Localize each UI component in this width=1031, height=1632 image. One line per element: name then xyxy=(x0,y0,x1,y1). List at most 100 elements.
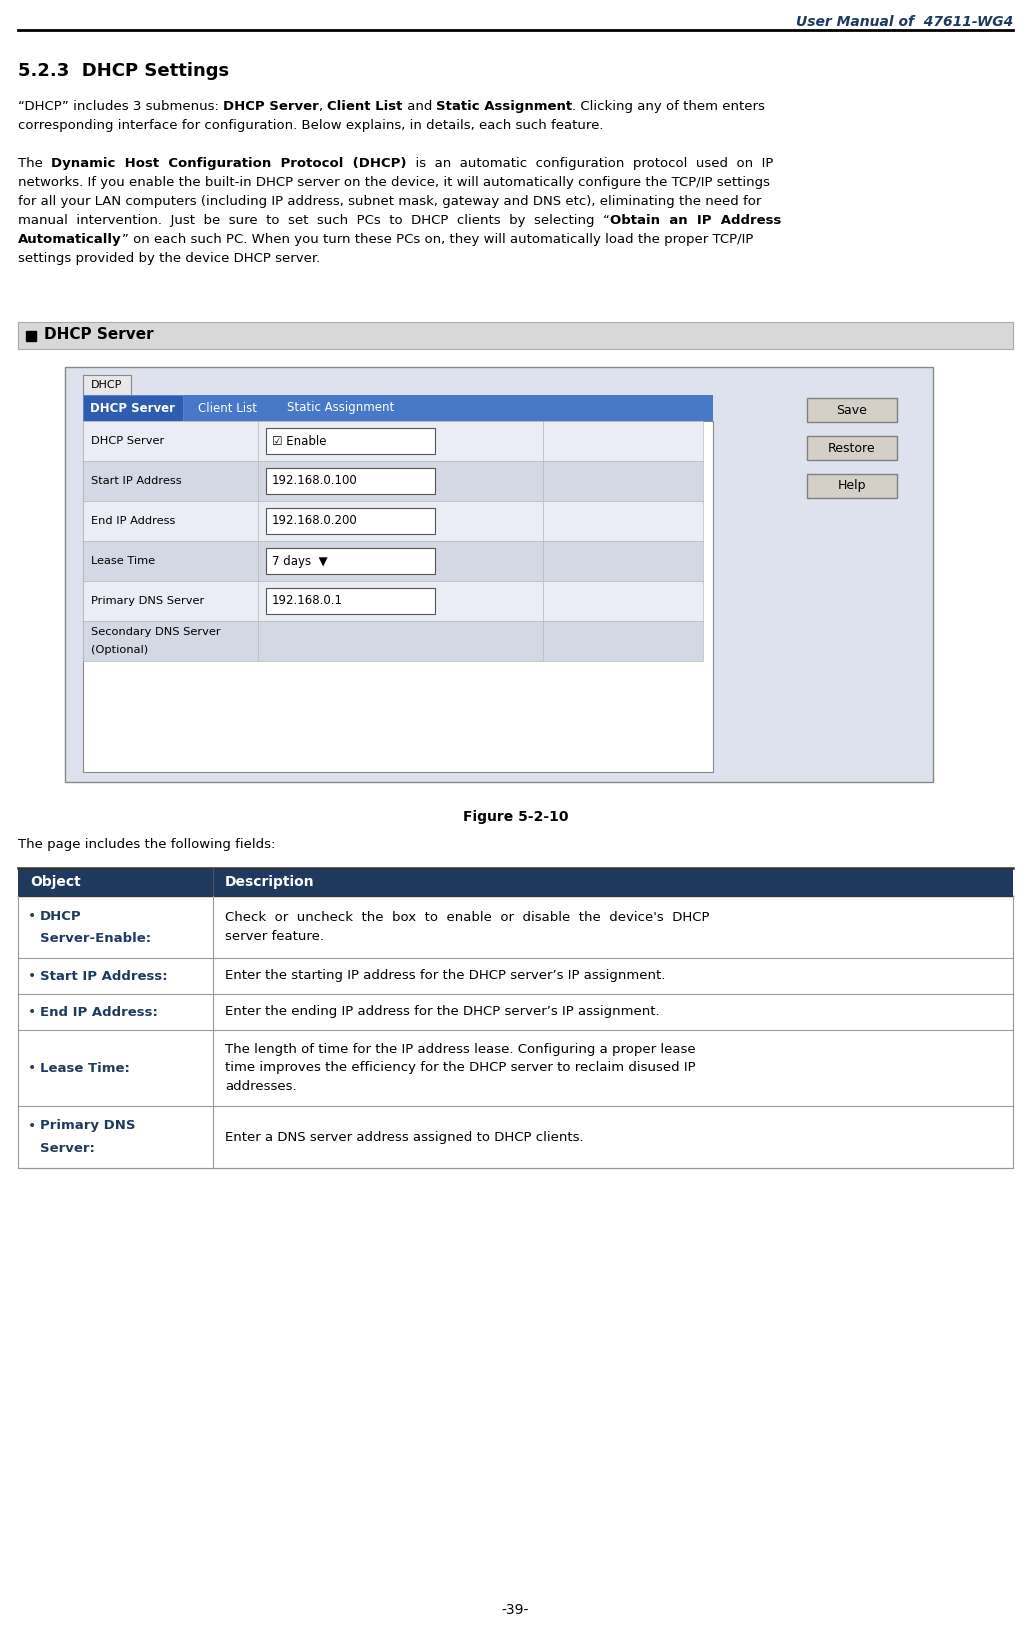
Bar xyxy=(18,322,1013,349)
Text: Figure 5-2-10: Figure 5-2-10 xyxy=(463,809,568,824)
Text: addresses.: addresses. xyxy=(225,1080,297,1093)
Bar xyxy=(84,395,713,421)
Bar xyxy=(543,421,703,460)
Text: server feature.: server feature. xyxy=(225,930,324,943)
Text: •: • xyxy=(28,969,36,982)
Text: Save: Save xyxy=(836,403,867,416)
Text: •: • xyxy=(28,909,36,924)
Text: Enter the ending IP address for the DHCP server’s IP assignment.: Enter the ending IP address for the DHCP… xyxy=(225,1005,660,1018)
Text: -39-: -39- xyxy=(502,1603,529,1617)
Text: Description: Description xyxy=(225,875,314,889)
Text: 192.168.0.200: 192.168.0.200 xyxy=(272,514,358,527)
Text: 192.168.0.1: 192.168.0.1 xyxy=(272,594,343,607)
Bar xyxy=(84,421,713,772)
Bar xyxy=(84,581,258,622)
Bar xyxy=(258,460,543,501)
Text: Primary DNS Server: Primary DNS Server xyxy=(91,596,204,605)
FancyBboxPatch shape xyxy=(807,436,897,460)
Bar xyxy=(543,581,703,622)
Text: Start IP Address: Start IP Address xyxy=(91,477,181,486)
Text: corresponding interface for configuration. Below explains, in details, each such: corresponding interface for configuratio… xyxy=(18,119,603,132)
Bar xyxy=(266,468,435,494)
Bar xyxy=(266,548,435,574)
Text: Lease Time:: Lease Time: xyxy=(40,1061,130,1074)
Bar xyxy=(258,421,543,460)
Text: Lease Time: Lease Time xyxy=(91,557,155,566)
Text: Enter a DNS server address assigned to DHCP clients.: Enter a DNS server address assigned to D… xyxy=(225,1131,584,1144)
Text: 192.168.0.100: 192.168.0.100 xyxy=(272,475,358,488)
Text: Static Assignment: Static Assignment xyxy=(287,401,394,415)
Text: Help: Help xyxy=(838,480,866,493)
Text: The length of time for the IP address lease. Configuring a proper lease: The length of time for the IP address le… xyxy=(225,1043,696,1056)
Text: manual  intervention.  Just  be  sure  to  set  such  PCs  to  DHCP  clients  by: manual intervention. Just be sure to set… xyxy=(18,214,610,227)
Text: •: • xyxy=(28,1005,36,1018)
Text: Server-Enable:: Server-Enable: xyxy=(40,932,152,945)
Bar xyxy=(84,622,258,661)
Text: 5.2.3  DHCP Settings: 5.2.3 DHCP Settings xyxy=(18,62,229,80)
Text: DHCP: DHCP xyxy=(92,380,123,390)
Bar xyxy=(65,367,933,782)
Text: Enter the starting IP address for the DHCP server’s IP assignment.: Enter the starting IP address for the DH… xyxy=(225,969,665,982)
Text: and: and xyxy=(403,100,436,113)
Text: Object: Object xyxy=(30,875,80,889)
Bar xyxy=(266,508,435,534)
FancyBboxPatch shape xyxy=(807,473,897,498)
Text: DHCP: DHCP xyxy=(40,909,81,922)
Text: End IP Address:: End IP Address: xyxy=(40,1005,158,1018)
Text: Secondary DNS Server: Secondary DNS Server xyxy=(91,627,221,636)
Bar xyxy=(18,868,1013,896)
Text: 7 days  ▼: 7 days ▼ xyxy=(272,555,328,568)
Bar xyxy=(18,1106,1013,1169)
Text: The: The xyxy=(18,157,52,170)
Text: DHCP Server: DHCP Server xyxy=(91,401,175,415)
Text: Check  or  uncheck  the  box  to  enable  or  disable  the  device's  DHCP: Check or uncheck the box to enable or di… xyxy=(225,911,709,924)
Bar xyxy=(84,375,131,395)
Bar xyxy=(18,1030,1013,1106)
Bar xyxy=(18,958,1013,994)
Text: for all your LAN computers (including IP address, subnet mask, gateway and DNS e: for all your LAN computers (including IP… xyxy=(18,194,761,207)
Text: . Clicking any of them enters: . Clicking any of them enters xyxy=(572,100,765,113)
Text: time improves the efficiency for the DHCP server to reclaim disused IP: time improves the efficiency for the DHC… xyxy=(225,1061,696,1074)
FancyBboxPatch shape xyxy=(807,398,897,423)
Text: settings provided by the device DHCP server.: settings provided by the device DHCP ser… xyxy=(18,251,321,264)
Text: Obtain  an  IP  Address: Obtain an IP Address xyxy=(610,214,781,227)
Text: End IP Address: End IP Address xyxy=(91,516,175,526)
Text: The page includes the following fields:: The page includes the following fields: xyxy=(18,837,275,850)
Bar xyxy=(26,331,36,341)
Bar xyxy=(84,421,258,460)
Bar xyxy=(84,395,182,421)
Text: Server:: Server: xyxy=(40,1141,95,1154)
Bar xyxy=(18,994,1013,1030)
Text: DHCP Server: DHCP Server xyxy=(44,326,154,343)
Bar xyxy=(84,501,258,540)
Text: “DHCP” includes 3 submenus:: “DHCP” includes 3 submenus: xyxy=(18,100,223,113)
Text: User Manual of  47611-WG4: User Manual of 47611-WG4 xyxy=(796,15,1013,29)
Text: Client List: Client List xyxy=(199,401,258,415)
Text: ” on each such PC. When you turn these PCs on, they will automatically load the : ” on each such PC. When you turn these P… xyxy=(122,233,753,246)
Text: Primary DNS: Primary DNS xyxy=(40,1120,135,1133)
Bar xyxy=(543,540,703,581)
Text: •: • xyxy=(28,1061,36,1075)
Text: ,: , xyxy=(319,100,327,113)
Bar xyxy=(266,428,435,454)
Text: Automatically: Automatically xyxy=(18,233,122,246)
Text: networks. If you enable the built-in DHCP server on the device, it will automati: networks. If you enable the built-in DHC… xyxy=(18,176,770,189)
Text: DHCP Server: DHCP Server xyxy=(91,436,164,446)
Text: Client List: Client List xyxy=(327,100,403,113)
Text: •: • xyxy=(28,1120,36,1133)
Text: Start IP Address:: Start IP Address: xyxy=(40,969,168,982)
Bar xyxy=(84,540,258,581)
Bar xyxy=(258,501,543,540)
Text: Static Assignment: Static Assignment xyxy=(436,100,572,113)
Bar xyxy=(84,460,258,501)
Text: is  an  automatic  configuration  protocol  used  on  IP: is an automatic configuration protocol u… xyxy=(407,157,773,170)
Bar xyxy=(543,501,703,540)
Text: (Optional): (Optional) xyxy=(91,645,148,654)
Text: DHCP Server: DHCP Server xyxy=(223,100,319,113)
Text: ☑ Enable: ☑ Enable xyxy=(272,434,327,447)
Bar xyxy=(258,540,543,581)
Bar xyxy=(258,622,543,661)
Text: Restore: Restore xyxy=(828,442,875,454)
Bar xyxy=(18,896,1013,958)
Bar xyxy=(543,460,703,501)
